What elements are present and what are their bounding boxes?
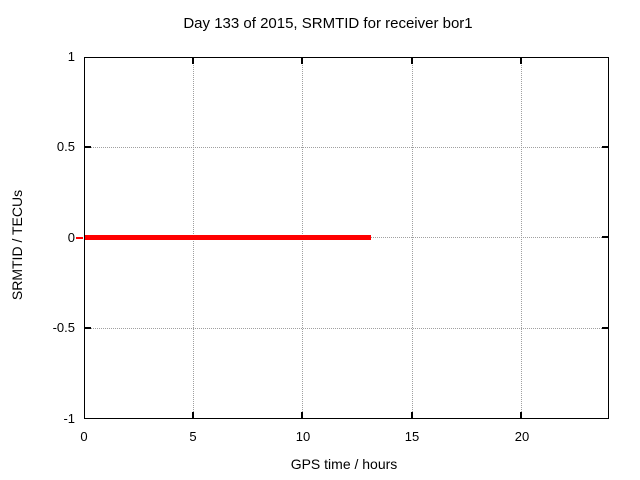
tick-top-x15: [411, 58, 413, 64]
tick-bottom-x20: [520, 412, 522, 418]
srmtid-series-left-cap: [76, 237, 83, 239]
tick-right-y0p5: [602, 146, 608, 148]
chart-title: Day 133 of 2015, SRMTID for receiver bor…: [183, 15, 473, 32]
y-tick-label-neg0p5: -0.5: [52, 320, 75, 335]
srmtid-series-line: [85, 235, 371, 240]
x-tick-label-5: 5: [189, 429, 197, 444]
y-tick-label-0p5: 0.5: [56, 139, 75, 154]
tick-bottom-x10: [301, 412, 303, 418]
tick-top-x20: [520, 58, 522, 64]
tick-bottom-x5: [192, 412, 194, 418]
tick-left-y0p5: [85, 146, 91, 148]
tick-top-x5: [192, 58, 194, 64]
tick-right-yneg0p5: [602, 327, 608, 329]
x-axis-label: GPS time / hours: [290, 456, 398, 472]
y-tick-label-0: 0: [67, 230, 75, 245]
y-axis-label: SRMTID / TECUs: [9, 189, 25, 301]
gridline-x15: [412, 58, 413, 418]
x-tick-label-15: 15: [404, 429, 420, 444]
tick-top-x10: [301, 58, 303, 64]
tick-right-y0: [602, 236, 608, 238]
x-tick-label-0: 0: [80, 429, 88, 444]
gridline-x20: [521, 58, 522, 418]
tick-bottom-x15: [411, 412, 413, 418]
x-tick-label-10: 10: [295, 429, 311, 444]
y-tick-label-neg1: -1: [63, 411, 75, 426]
y-tick-label-1: 1: [67, 49, 75, 64]
gridline-y0p5: [85, 147, 608, 148]
x-tick-label-20: 20: [514, 429, 530, 444]
gridline-yneg0p5: [85, 328, 608, 329]
plot-area: [84, 57, 609, 419]
tick-left-yneg0p5: [85, 327, 91, 329]
